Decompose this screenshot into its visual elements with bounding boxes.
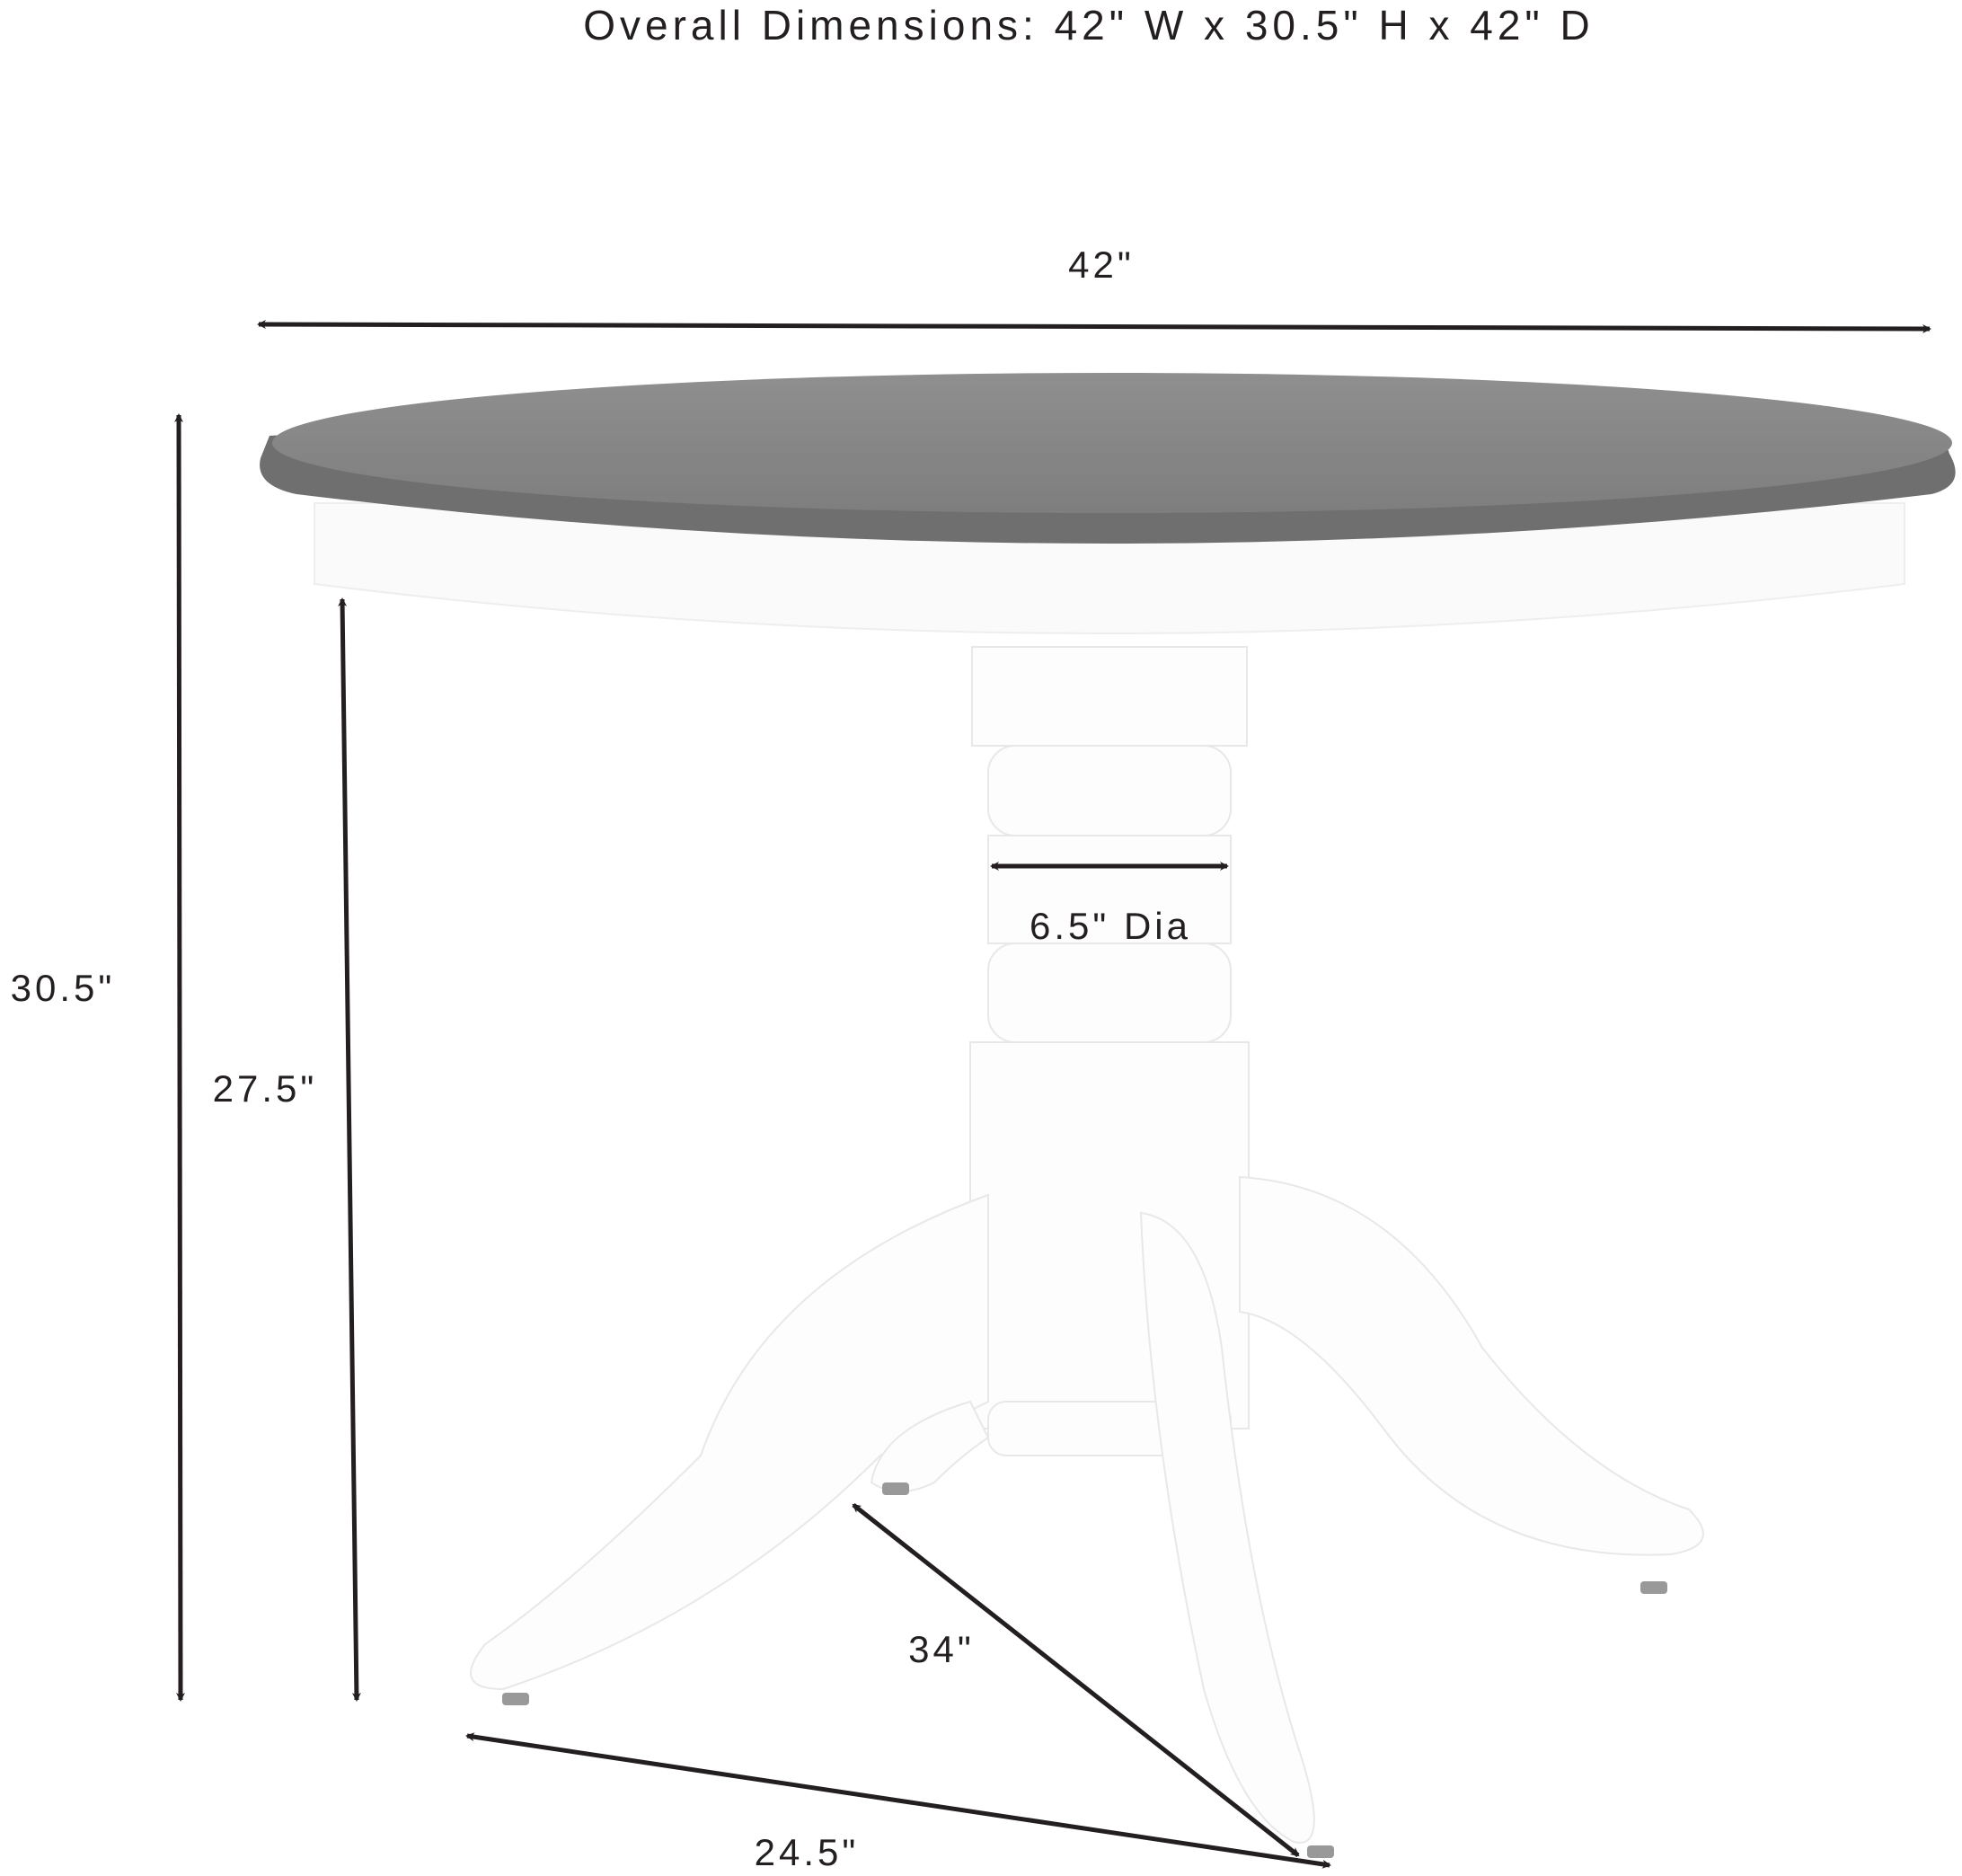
column-diameter-label: 6.5" Dia <box>1030 905 1191 947</box>
base-width-label: 24.5" <box>754 1831 860 1873</box>
width-arrow <box>257 320 1931 333</box>
apron-height-arrow <box>338 597 361 1702</box>
table-apron <box>314 502 1905 634</box>
table-pedestal <box>470 646 1704 1844</box>
top-width-label: 42" <box>1068 243 1135 286</box>
overall-height-arrow <box>174 413 185 1702</box>
base-width-arrow <box>465 1732 1331 1869</box>
apron-height-label: 27.5" <box>212 1067 318 1110</box>
tabletop <box>260 373 1956 544</box>
page-title: Overall Dimensions: 42" W x 30.5" H x 42… <box>583 2 1595 49</box>
overall-height-label: 30.5" <box>10 967 116 1009</box>
base-diagonal-label: 34" <box>908 1628 975 1670</box>
